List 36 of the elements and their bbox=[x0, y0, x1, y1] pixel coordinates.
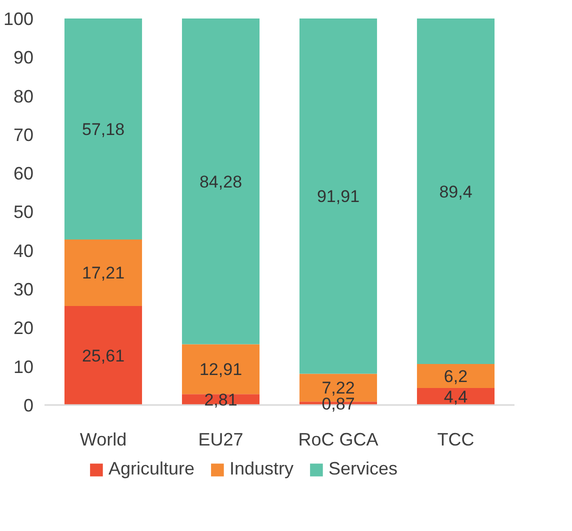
data-label: 7,22 bbox=[322, 378, 355, 398]
bar bbox=[299, 18, 378, 374]
y-tick-label: 20 bbox=[13, 318, 34, 338]
x-tick-label: EU27 bbox=[198, 430, 244, 450]
data-label: 4,4 bbox=[444, 387, 468, 406]
bar bbox=[64, 18, 142, 240]
bar bbox=[182, 18, 260, 344]
bar bbox=[64, 306, 142, 405]
data-label: 57,18 bbox=[82, 120, 125, 139]
data-label: 6,2 bbox=[444, 366, 468, 386]
legend-label: Industry bbox=[229, 458, 294, 480]
x-tick-label: TCC bbox=[437, 430, 474, 450]
data-label: 84,28 bbox=[199, 172, 242, 192]
data-label: 91,91 bbox=[316, 187, 360, 206]
data-label: 12,91 bbox=[199, 360, 242, 380]
y-tick-label: 30 bbox=[13, 280, 34, 300]
bar bbox=[416, 18, 495, 364]
bar bbox=[64, 239, 142, 306]
y-tick-label: 100 bbox=[3, 9, 34, 29]
x-tick-label: RoC GCA bbox=[298, 430, 378, 450]
bar bbox=[182, 344, 260, 394]
y-tick-label: 50 bbox=[13, 202, 34, 222]
y-tick-label: 70 bbox=[13, 124, 34, 145]
bar bbox=[416, 364, 495, 388]
y-tick-label: 80 bbox=[13, 86, 34, 106]
legend-label: Services bbox=[328, 458, 398, 480]
data-label: 89,4 bbox=[439, 182, 472, 202]
data-label: 25,61 bbox=[82, 346, 125, 366]
legend-label: Agriculture bbox=[108, 458, 194, 480]
x-tick-label: World bbox=[80, 430, 127, 450]
y-tick-label: 40 bbox=[13, 240, 34, 261]
data-label: 17,21 bbox=[82, 264, 125, 283]
y-tick-label: 0 bbox=[23, 395, 34, 416]
y-tick-label: 60 bbox=[13, 164, 34, 184]
y-tick-label: 90 bbox=[13, 48, 34, 68]
y-tick-label: 10 bbox=[13, 356, 34, 377]
